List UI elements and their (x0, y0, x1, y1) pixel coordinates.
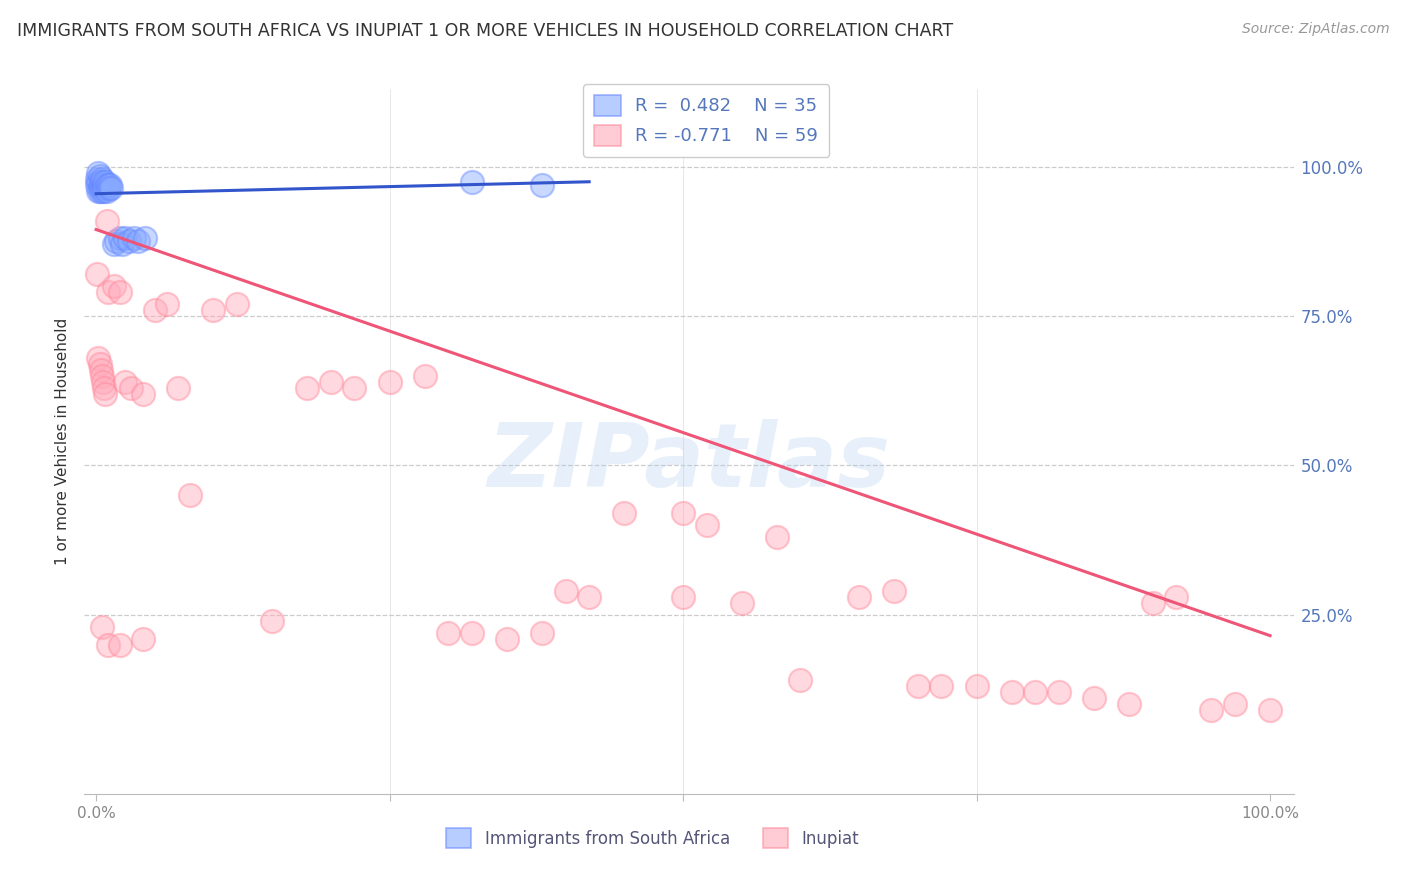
Point (87, 166, 110, 180)
Point (848, 590, 870, 604)
Point (94, 180, 117, 194)
Point (96, 184, 118, 198)
Point (496, 632, 519, 646)
Point (90, 180, 112, 194)
Point (132, 386, 155, 401)
Point (731, 596, 754, 610)
Point (91, 180, 114, 194)
Point (96, 213, 118, 227)
Point (87, 184, 110, 198)
Point (111, 237, 134, 252)
Point (90, 363, 112, 377)
Point (179, 488, 201, 502)
Point (122, 231, 145, 245)
Point (226, 297, 249, 311)
Point (89, 169, 111, 183)
Point (100, 180, 122, 194)
Point (343, 381, 366, 395)
Point (1258, 703, 1281, 717)
Point (789, 673, 811, 688)
Point (143, 303, 166, 318)
Point (86, 171, 108, 186)
Point (89, 178, 111, 192)
Point (132, 632, 155, 646)
Point (97, 285, 120, 300)
Point (378, 375, 401, 389)
Point (108, 638, 131, 652)
Point (91, 184, 114, 198)
Point (86, 268, 108, 282)
Point (461, 175, 484, 189)
Point (319, 375, 342, 389)
Point (91, 175, 114, 189)
Legend: Immigrants from South Africa, Inupiat: Immigrants from South Africa, Inupiat (437, 820, 868, 856)
Text: IMMIGRANTS FROM SOUTH AFRICA VS INUPIAT 1 OR MORE VEHICLES IN HOUSEHOLD CORRELAT: IMMIGRANTS FROM SOUTH AFRICA VS INUPIAT … (17, 22, 953, 40)
Point (202, 303, 225, 318)
Point (98, 180, 121, 194)
Point (1223, 698, 1246, 712)
Point (97, 178, 120, 192)
Point (1201, 703, 1223, 717)
Point (134, 231, 156, 245)
Point (87, 175, 110, 189)
Point (108, 285, 131, 300)
Point (118, 235, 141, 249)
Point (103, 279, 125, 293)
Point (554, 583, 576, 598)
Point (103, 237, 125, 252)
Point (120, 381, 142, 395)
Point (766, 530, 789, 544)
Point (91, 171, 114, 186)
Point (1166, 590, 1188, 604)
Point (94, 386, 117, 401)
Point (437, 625, 460, 640)
Point (578, 590, 600, 604)
Point (931, 679, 953, 693)
Y-axis label: 1 or more Vehicles in Household: 1 or more Vehicles in Household (55, 318, 70, 566)
Point (93, 184, 115, 198)
Point (883, 583, 905, 598)
Point (94, 175, 117, 189)
Point (531, 178, 554, 192)
Point (1142, 596, 1164, 610)
Point (91, 620, 114, 634)
Point (90, 175, 112, 189)
Point (105, 235, 128, 249)
Point (96, 178, 118, 192)
Point (1083, 691, 1105, 706)
Point (672, 590, 695, 604)
Point (1047, 685, 1070, 699)
Point (93, 178, 115, 192)
Point (413, 368, 436, 383)
Text: Source: ZipAtlas.com: Source: ZipAtlas.com (1241, 22, 1389, 37)
Point (167, 381, 190, 395)
Point (91, 368, 114, 383)
Point (1024, 685, 1046, 699)
Point (97, 638, 120, 652)
Point (297, 381, 319, 395)
Point (98, 178, 121, 192)
Point (86, 178, 108, 192)
Point (93, 381, 115, 395)
Point (89, 357, 111, 371)
Point (907, 679, 929, 693)
Point (155, 297, 177, 311)
Point (696, 518, 718, 533)
Point (108, 231, 131, 245)
Point (1118, 698, 1140, 712)
Point (1001, 685, 1024, 699)
Point (89, 184, 111, 198)
Point (461, 625, 484, 640)
Text: ZIPatlas: ZIPatlas (488, 419, 890, 506)
Point (91, 375, 114, 389)
Point (672, 506, 695, 520)
Point (966, 679, 988, 693)
Point (613, 506, 636, 520)
Point (114, 231, 136, 245)
Point (127, 235, 149, 249)
Point (114, 375, 136, 389)
Point (262, 614, 284, 628)
Point (531, 625, 554, 640)
Point (87, 351, 110, 365)
